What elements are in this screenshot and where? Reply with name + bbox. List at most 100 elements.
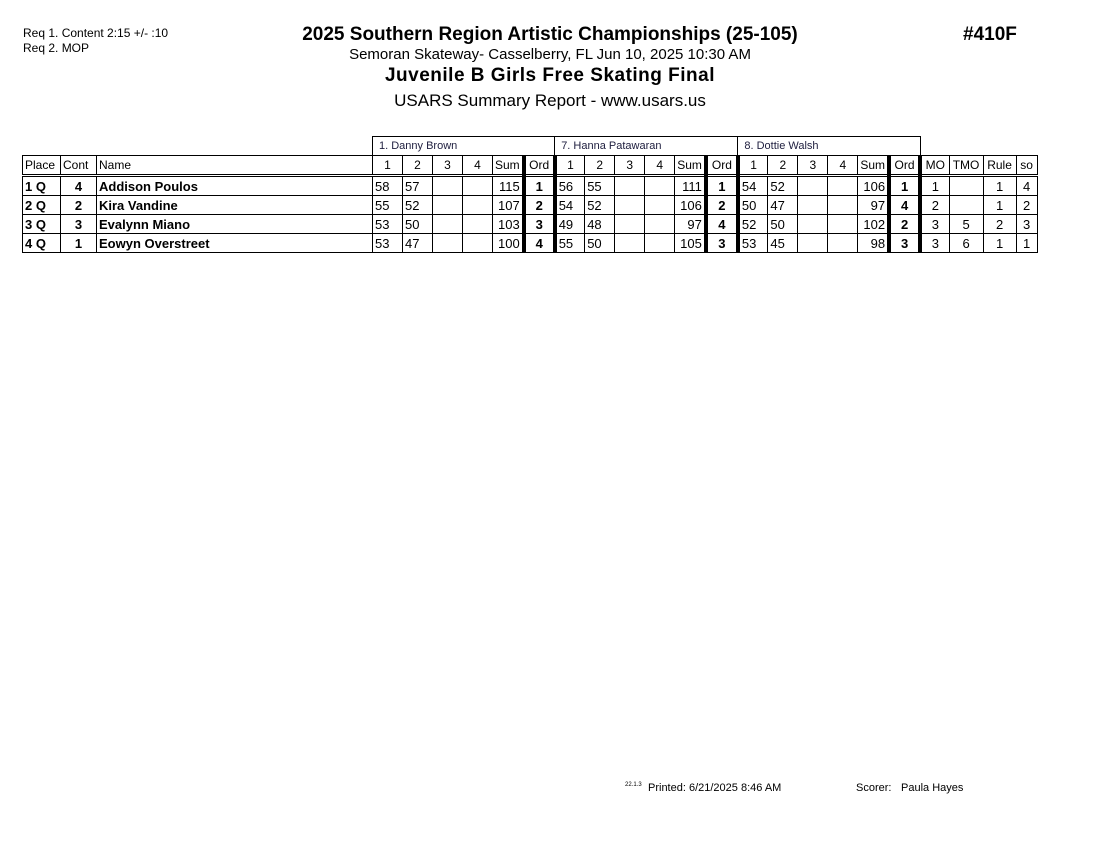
judge-score [827,175,859,196]
mo: 2 [919,195,950,215]
judge-ordinal: 3 [521,214,557,234]
report-title: USARS Summary Report - www.usars.us [394,91,706,110]
header-judge-col: 3 [432,155,463,177]
judge-score [432,175,463,196]
header-judge-col: Sum [857,155,890,177]
judge-score: 55 [584,175,616,196]
event-number: #410F [963,24,1017,45]
header-judge-col: Sum [491,155,525,177]
contestant-number: 3 [60,214,97,234]
competition-title: 2025 Southern Region Artistic Championsh… [302,24,798,45]
header-judge-col: Ord [703,155,740,177]
tmo [948,175,984,196]
judge-sum: 105 [674,233,707,253]
rule: 2 [982,214,1017,234]
judge-ordinal: 1 [887,175,923,196]
table-row: 3 Q 3 Evalynn Miano 53 50 103 3 49 48 97 4 52 50 102 2… [22,214,1038,234]
judge-ordinal: 3 [887,233,923,253]
place: 4 Q [22,233,61,253]
blank-cell [23,137,373,156]
header-name: Name [96,155,373,177]
header-rule: Rule [982,155,1017,177]
tmo: 5 [948,214,984,234]
table-row: 2 Q 2 Kira Vandine 55 52 107 2 54 52 106 2 50 47 97 4 2… [22,195,1038,215]
judge-sum: 97 [857,195,890,215]
header-tmo: TMO [948,155,984,177]
judge-score: 50 [737,195,769,215]
scorer-label: Scorer: [856,782,892,794]
judge-score [644,214,676,234]
place: 1 Q [22,175,61,196]
judge-score: 55 [372,195,403,215]
judge-score [462,175,493,196]
judge-score: 50 [584,233,616,253]
judge-score [644,233,676,253]
table-row: 4 Q 1 Eowyn Overstreet 53 47 100 4 55 50 105 3 53 45… [22,233,1038,253]
judge-score: 52 [402,195,433,215]
judge-sum: 106 [857,175,890,196]
rule: 1 [982,175,1017,196]
judge-score [827,233,859,253]
judge-header-row: 1. Danny Brown 7. Hanna Patawaran 8. Dotti… [23,136,1038,156]
judge-ordinal: 2 [703,195,740,215]
judge-score [644,175,676,196]
judge-score [644,195,676,215]
so: 1 [1015,233,1038,253]
requirement-1: Req 1. Content 2:15 +/- :10 [23,26,169,40]
judge-score: 49 [554,214,586,234]
judge-score [462,195,493,215]
contestant-number: 4 [60,175,97,196]
mo: 3 [919,233,950,253]
judge-score [614,214,646,234]
contestant-number: 2 [60,195,97,215]
event-name: Juvenile B Girls Free Skating Final [384,65,716,86]
judge-sum: 103 [491,214,525,234]
judge-score: 56 [554,175,586,196]
judge-ordinal: 2 [521,195,557,215]
judge-score [797,175,829,196]
blank-cell [920,137,1037,156]
so: 3 [1015,214,1038,234]
judge-sum: 97 [674,214,707,234]
judge-score [827,214,859,234]
header-so: so [1015,155,1038,177]
judge-name: 1. Danny Brown [371,136,556,156]
judge-score [827,195,859,215]
mo: 3 [919,214,950,234]
judge-ordinal: 2 [887,214,923,234]
judge-score: 54 [737,175,769,196]
judge-score: 53 [372,233,403,253]
judge-score [432,195,463,215]
judge-score [614,175,646,196]
judge-score: 57 [402,175,433,196]
judge-ordinal: 3 [703,233,740,253]
column-header-row: Place Cont Name 1 2 3 4 Sum Ord 1 2 3 4 Sum Ord 1 2 3 4 Sum… [22,155,1038,177]
judge-score [614,233,646,253]
judge-score [797,195,829,215]
skater-name: Evalynn Miano [96,214,373,234]
judge-sum: 115 [491,175,525,196]
judge-score: 55 [554,233,586,253]
header-place: Place [22,155,61,177]
header-judge-col: 2 [584,155,616,177]
judge-score [462,214,493,234]
skater-name: Eowyn Overstreet [96,233,373,253]
place: 3 Q [22,214,61,234]
header-cont: Cont [60,155,97,177]
judge-ordinal: 4 [887,195,923,215]
results-table: 1. Danny Brown 7. Hanna Patawaran 8. Dotti… [22,136,1038,253]
header-judge-col: 3 [797,155,829,177]
judge-score: 47 [402,233,433,253]
header-judge-col: 2 [767,155,799,177]
judge-ordinal: 4 [521,233,557,253]
judge-score [797,214,829,234]
judge-sum: 111 [674,175,707,196]
place: 2 Q [22,195,61,215]
header-judge-col: 1 [554,155,586,177]
judge-score: 52 [584,195,616,215]
rule: 1 [982,195,1017,215]
judge-ordinal: 1 [703,175,740,196]
judge-score: 50 [767,214,799,234]
judge-score: 52 [767,175,799,196]
contestant-number: 1 [60,233,97,253]
